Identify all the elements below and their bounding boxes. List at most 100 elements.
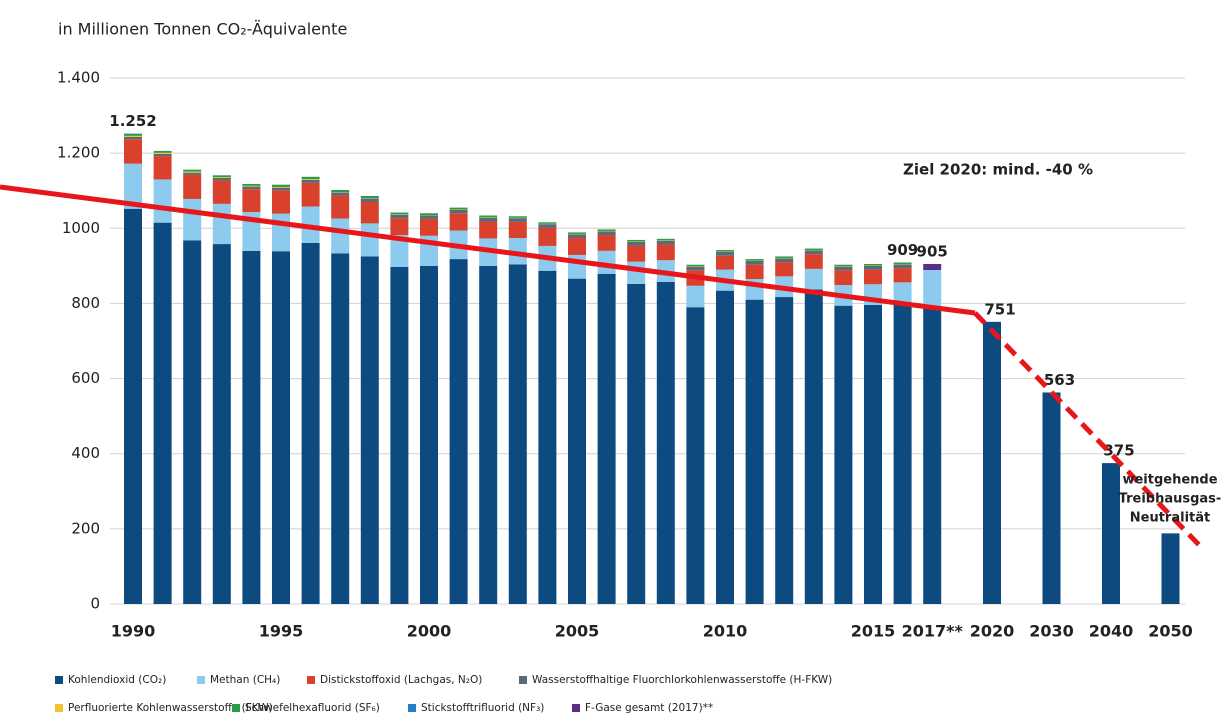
bar-segment <box>864 263 882 266</box>
bar-segment <box>568 234 586 239</box>
bar-segment <box>124 208 142 604</box>
bar-segment <box>893 303 912 604</box>
bar-segment <box>242 250 261 605</box>
bar-segment <box>686 266 705 271</box>
legend-label: Schwefelhexafluorid (SF₆) <box>245 702 380 714</box>
bar-segment <box>627 245 646 262</box>
y-tick-label: 400 <box>71 444 100 462</box>
bar-segment <box>360 201 379 224</box>
bar-segment <box>390 218 409 236</box>
bar-segment <box>242 185 261 187</box>
bar-segment <box>627 283 646 604</box>
legend-label: F-Gase gesamt (2017)** <box>585 702 713 714</box>
y-tick-label: 1.200 <box>57 144 100 162</box>
bar-segment <box>775 258 794 263</box>
y-tick-label: 1000 <box>62 219 100 237</box>
bar-segment <box>686 307 705 604</box>
bar-segment <box>153 150 172 153</box>
y-tick-label: 200 <box>71 519 100 537</box>
bar-segment <box>568 238 586 255</box>
bar-segment <box>686 285 705 308</box>
bar-segment <box>449 207 468 210</box>
legend-swatch <box>55 676 63 684</box>
bar-segment <box>360 256 379 604</box>
chart-title: in Millionen Tonnen CO₂-Äquivalente <box>58 20 347 39</box>
bar-segment <box>212 177 231 181</box>
bar-segment <box>212 180 231 204</box>
bar-segment <box>804 254 823 269</box>
bar-segment <box>923 308 942 604</box>
bar-segment <box>893 268 912 283</box>
y-tick-label: 0 <box>90 595 100 613</box>
bar-segment <box>183 198 202 241</box>
bar-segment <box>745 260 764 265</box>
x-tick-label: 2010 <box>703 622 748 641</box>
bar-segment <box>360 195 379 199</box>
x-tick-label: 2020 <box>970 622 1015 641</box>
bar-segment <box>508 238 527 265</box>
bar-segment <box>331 192 350 196</box>
bar-segment <box>834 264 853 267</box>
bar-segment <box>390 266 409 604</box>
bar-segment <box>272 186 290 188</box>
bar-segment <box>716 251 734 256</box>
bar-segment <box>656 238 675 241</box>
bar-segment <box>627 239 646 242</box>
bar-segment <box>183 171 202 173</box>
bar-segment <box>568 232 586 234</box>
bar-segment <box>301 179 320 180</box>
legend-swatch <box>307 676 315 684</box>
bar-segment <box>775 262 794 277</box>
bar-segment <box>153 156 172 180</box>
legend-swatch <box>55 704 63 712</box>
bar-segment <box>508 218 527 222</box>
bar-segment <box>983 321 1001 604</box>
x-tick-label: 2000 <box>407 622 452 641</box>
bar-segment <box>834 270 853 286</box>
bar-segment <box>183 240 202 604</box>
value-label: 1.252 <box>109 112 156 130</box>
legend-label: Stickstofftrifluorid (NF₃) <box>421 702 544 714</box>
bar-segment <box>153 153 172 157</box>
bar-segment <box>272 190 290 214</box>
bar-segment <box>272 251 290 604</box>
bar-segment <box>301 182 320 207</box>
bar-segment <box>479 265 498 604</box>
bar-segment <box>124 135 142 137</box>
legend-swatch <box>232 704 240 712</box>
value-label: 751 <box>984 300 1015 318</box>
target-note: Treibhausgas- <box>1119 492 1222 507</box>
bar-segment <box>331 189 350 193</box>
y-tick-label: 800 <box>71 294 100 312</box>
bar-segment <box>449 209 468 214</box>
legend-label: Kohlendioxid (CO₂) <box>68 674 166 686</box>
grid: 0 200 400 600 800 1000 1.200 1.400 <box>57 69 1185 613</box>
bar-segment <box>301 176 320 180</box>
bar-segment <box>745 259 764 261</box>
bar-segment <box>390 214 409 219</box>
bar-segment <box>804 248 823 251</box>
bar-segment <box>331 195 350 219</box>
bar-segment <box>360 223 379 257</box>
target-note: weitgehende <box>1122 473 1217 488</box>
bar-segment <box>893 282 912 304</box>
bar-segment <box>272 184 290 187</box>
bar-segment <box>479 215 498 218</box>
bar-segment <box>183 169 202 172</box>
bar-segment <box>420 265 438 604</box>
target-note: Neutralität <box>1130 511 1210 526</box>
x-tick-label: 2030 <box>1029 622 1074 641</box>
x-tick-label: 2040 <box>1089 622 1134 641</box>
bar-segment <box>538 224 557 228</box>
bar-segment <box>686 264 705 267</box>
bar-segment <box>301 242 320 604</box>
bar-segment <box>716 255 734 270</box>
value-label: 375 <box>1103 442 1134 460</box>
bar-segment <box>420 218 438 236</box>
bar-segment <box>656 244 675 261</box>
bar-segment <box>183 174 202 199</box>
bar-segment <box>420 213 438 216</box>
bar-segment <box>656 240 675 245</box>
bar-segment <box>272 213 290 252</box>
bar-segment <box>1042 392 1061 604</box>
